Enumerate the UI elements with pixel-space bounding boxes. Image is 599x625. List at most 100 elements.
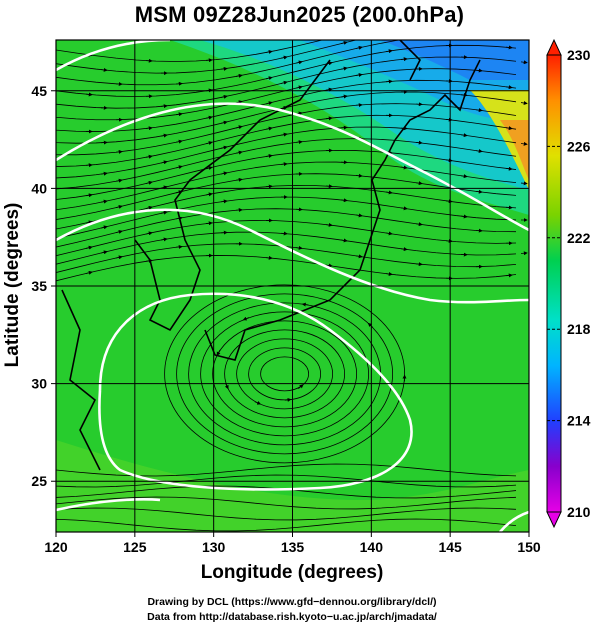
- flow-arrow: [295, 140, 303, 145]
- contour-6: [499, 510, 529, 532]
- flow-arrow: [235, 150, 243, 155]
- flow-arrow: [355, 254, 363, 259]
- westerly-streamline: [56, 40, 403, 86]
- coast-hokkaido: [394, 59, 481, 141]
- coast-japan-main: [204, 139, 396, 361]
- flow-arrow: [445, 239, 453, 244]
- flow-arrow: [235, 177, 243, 182]
- flow-arrow: [265, 50, 273, 54]
- swirl-streamline: [236, 338, 334, 410]
- flow-arrow: [475, 68, 483, 73]
- colorbar-tick-label: 210: [567, 504, 591, 520]
- flow-arrow: [160, 210, 168, 215]
- flow-arrow: [295, 85, 303, 90]
- flow-arrow: [325, 87, 333, 92]
- flow-arrow: [355, 173, 363, 178]
- credit-drawing: Drawing by DCL (https://www.gfd−dennou.o…: [147, 596, 436, 608]
- flow-arrow: [265, 154, 273, 158]
- x-tick-label: 120: [44, 539, 68, 555]
- flow-arrow: [220, 199, 228, 204]
- flow-arrow: [280, 55, 288, 60]
- flow-arrow: [100, 67, 108, 72]
- chart-title: MSM 09Z28Jun2025 (200.0hPa): [134, 2, 465, 27]
- flow-arrow: [446, 13, 452, 14]
- flow-arrow: [400, 165, 408, 170]
- flow-arrow: [205, 141, 213, 145]
- x-tick-label: 145: [438, 539, 462, 555]
- colorbar-tick-label: 222: [567, 230, 591, 246]
- flow-arrow: [115, 255, 123, 260]
- flow-arrow: [145, 126, 153, 131]
- flow-arrow: [242, 316, 250, 321]
- westerly-streamline: [56, 79, 517, 132]
- flow-arrow: [415, 222, 423, 227]
- flow-arrow: [475, 189, 483, 194]
- contour-2: [56, 102, 529, 232]
- flow-arrow: [280, 80, 288, 85]
- swirl-streamline: [224, 329, 346, 419]
- flow-arrow: [175, 165, 183, 170]
- flow-arrow: [220, 171, 228, 176]
- flow-arrow: [175, 139, 183, 144]
- flow-arrow: [445, 117, 453, 122]
- flow-arrow: [115, 149, 123, 154]
- x-tick-label: 130: [202, 539, 226, 555]
- flow-arrow: [175, 112, 183, 117]
- flow-arrow: [175, 244, 183, 249]
- flow-arrow: [145, 231, 153, 236]
- flow-arrow: [295, 60, 303, 65]
- southern-streamline: [56, 518, 517, 532]
- flow-arrow: [85, 220, 93, 225]
- flow-arrow: [475, 108, 483, 113]
- flow-arrow: [301, 302, 309, 307]
- southern-streamline: [56, 507, 517, 521]
- flow-arrow: [145, 205, 153, 210]
- flow-arrow: [235, 73, 243, 78]
- x-axis: 120 125 130 135 140 145 150: [44, 532, 541, 555]
- x-axis-label: Longitude (degrees): [201, 562, 384, 583]
- flow-arrow: [325, 116, 333, 121]
- graticule: [56, 40, 529, 532]
- coast-china: [61, 289, 101, 471]
- y-axis: 25 30 35 40 45: [31, 83, 56, 489]
- plot-area: [56, 13, 529, 532]
- flow-arrow: [520, 60, 528, 65]
- flow-arrow: [100, 171, 108, 176]
- flow-arrow: [220, 94, 228, 99]
- flow-arrow: [505, 45, 513, 50]
- flow-arrow: [416, 37, 422, 38]
- field-hot-patch: [500, 120, 529, 180]
- colorbar-max-arrow: [546, 38, 562, 56]
- flow-arrow: [401, 29, 407, 30]
- flow-arrow: [85, 245, 93, 250]
- westerly-streamline: [56, 219, 517, 257]
- flow-arrow: [295, 245, 303, 250]
- flow-arrow: [254, 400, 262, 405]
- colorbar-tick-label: 230: [567, 47, 591, 63]
- westerly-streamline: [56, 149, 517, 200]
- flow-arrow: [205, 221, 213, 226]
- y-axis-label: Latitude (degrees): [2, 203, 23, 368]
- westerly-streamline: [56, 255, 517, 282]
- flow-arrow: [216, 349, 221, 356]
- westerly-streamline: [56, 126, 517, 179]
- westerly-streamline: [56, 40, 358, 74]
- flow-arrow: [415, 262, 423, 267]
- flow-arrow: [160, 237, 168, 242]
- swirl-streamline: [164, 284, 406, 464]
- flow-arrow: [340, 66, 348, 71]
- flow-arrow: [265, 255, 273, 260]
- flow-arrow: [325, 222, 333, 227]
- flow-arrow: [400, 247, 408, 252]
- flow-arrow: [355, 73, 363, 77]
- flow-arrow: [160, 133, 168, 138]
- y-tick-label: 35: [31, 278, 47, 294]
- flow-arrow: [115, 229, 123, 234]
- flow-arrow: [284, 397, 292, 402]
- flow-arrow: [205, 192, 213, 197]
- flow-arrow: [235, 125, 243, 130]
- y-tick-label: 25: [31, 473, 47, 489]
- flow-arrow: [115, 204, 123, 209]
- flow-arrow: [100, 199, 108, 204]
- flow-arrow: [385, 231, 393, 236]
